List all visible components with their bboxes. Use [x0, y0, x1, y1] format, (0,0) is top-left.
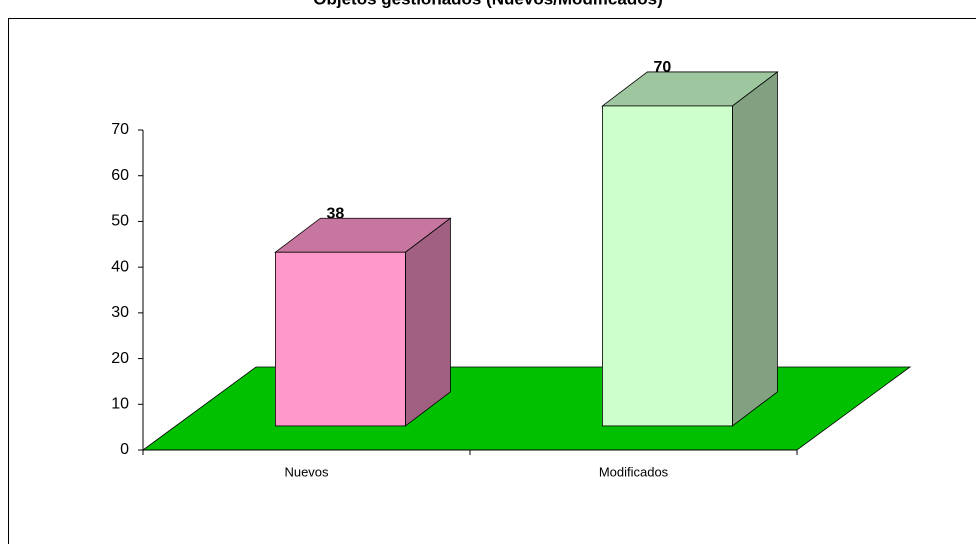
y-tick-label: 70	[111, 121, 129, 138]
floor	[141, 366, 912, 451]
y-tick-label: 20	[111, 350, 129, 367]
bar	[602, 105, 733, 427]
y-tick-label: 0	[120, 441, 129, 458]
bar-side	[404, 217, 451, 427]
x-tick-label: Modificados	[599, 464, 669, 479]
value-label: 70	[654, 59, 672, 76]
chart-title: Objetos gestionados (Nuevos/Modificados)	[313, 0, 662, 8]
y-tick-label: 30	[111, 304, 129, 321]
chart-border	[8, 18, 976, 544]
bar	[274, 251, 406, 427]
y-tick-label: 40	[111, 258, 129, 275]
value-label: 38	[327, 205, 345, 222]
bar-side	[732, 71, 778, 427]
x-tick-label: Nuevos	[284, 464, 329, 479]
y-tick-label: 50	[111, 213, 129, 230]
y-tick-label: 60	[111, 167, 129, 184]
y-tick-label: 10	[111, 396, 129, 413]
